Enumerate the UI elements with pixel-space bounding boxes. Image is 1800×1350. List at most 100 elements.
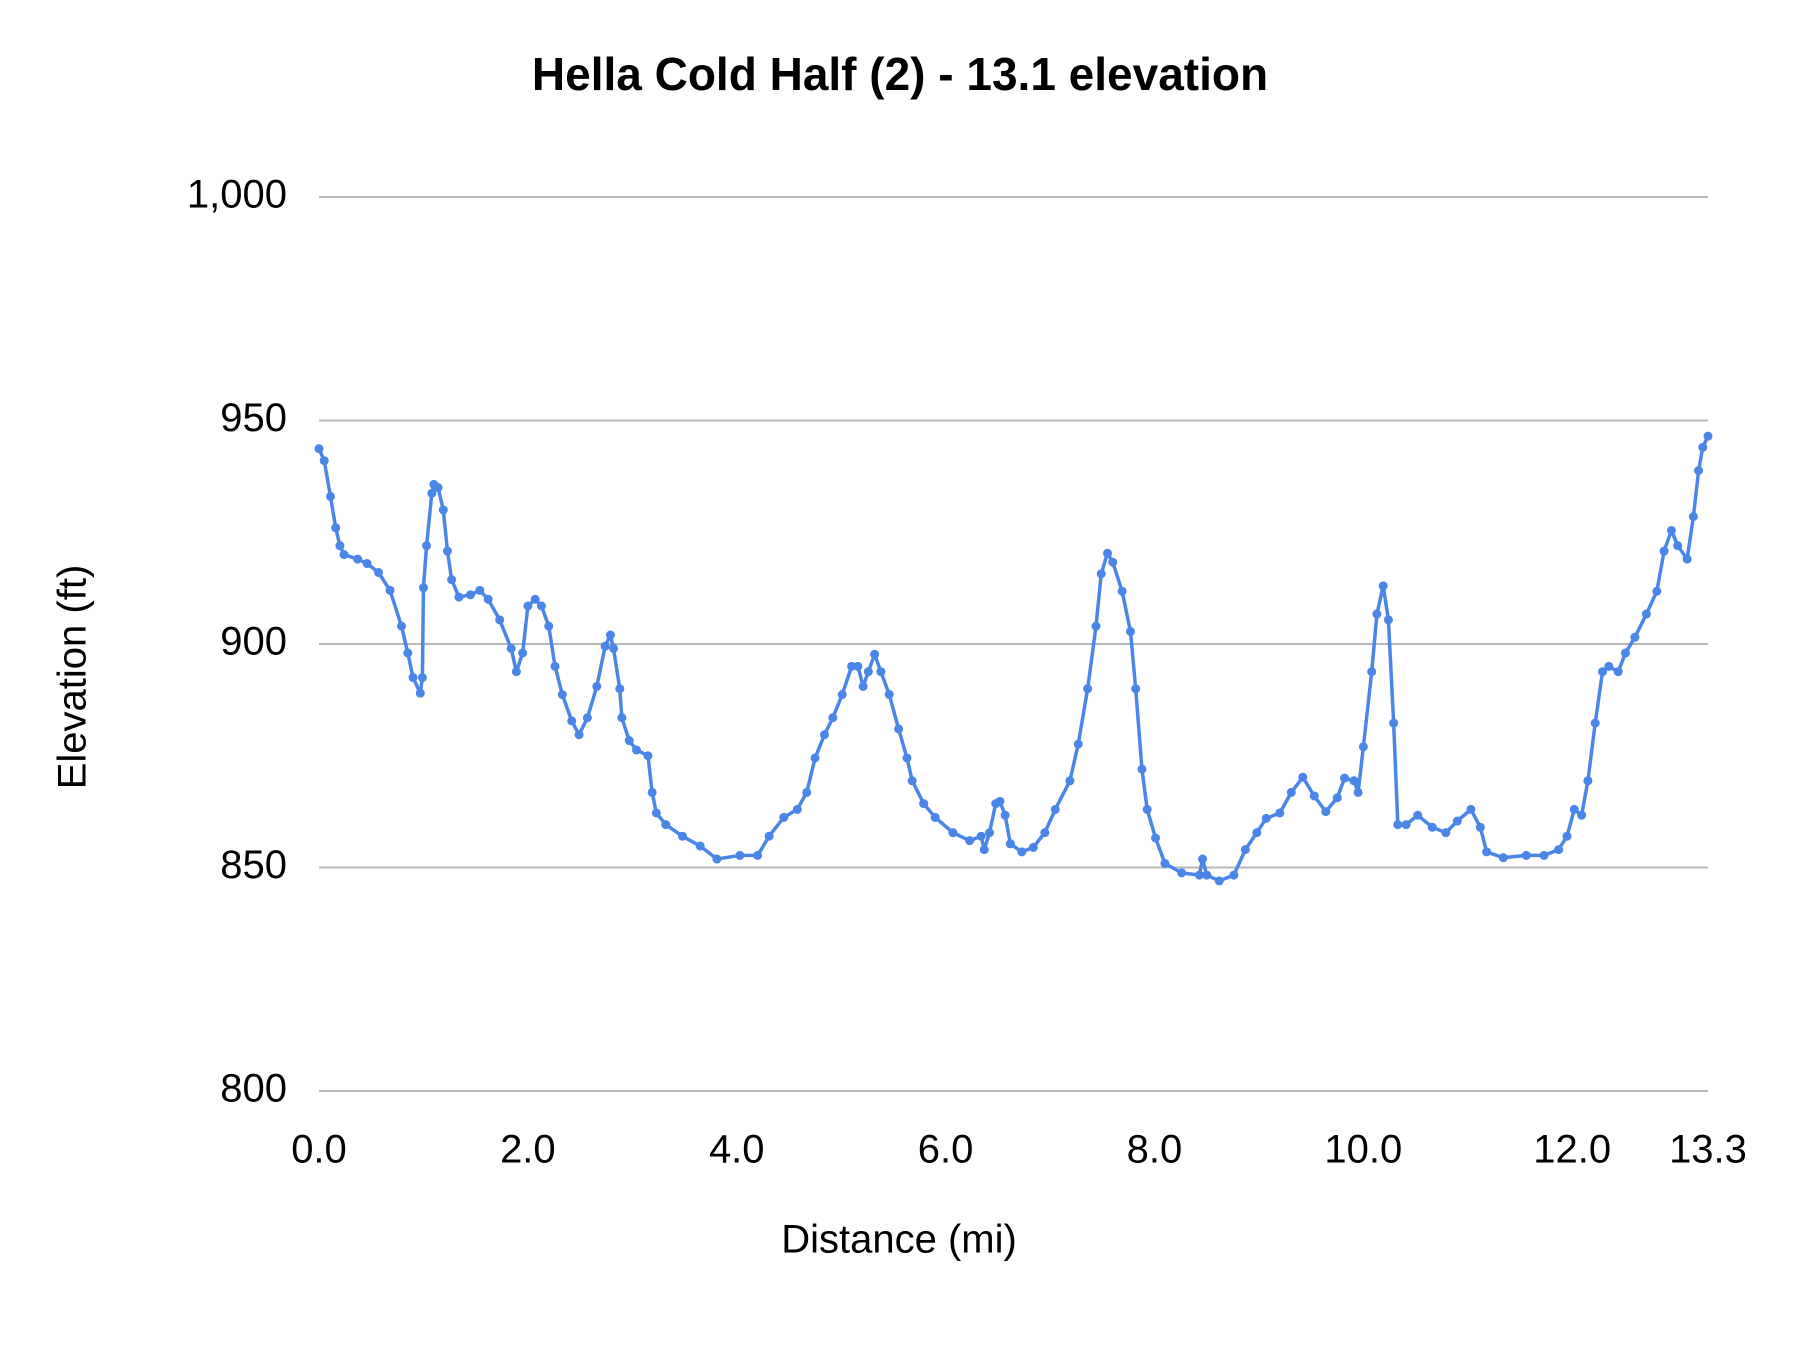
- point: [1521, 850, 1531, 860]
- point: [1598, 667, 1608, 677]
- point: [1466, 804, 1476, 814]
- point: [828, 713, 838, 723]
- x-axis-title: Distance (mi): [781, 1218, 1017, 1262]
- point: [1694, 466, 1704, 476]
- point: [1353, 787, 1363, 797]
- point: [965, 836, 975, 846]
- x-tick-label: 8.0: [1127, 1128, 1183, 1172]
- point: [1005, 839, 1015, 849]
- point: [792, 804, 802, 814]
- point: [339, 550, 349, 560]
- point: [802, 787, 812, 797]
- point: [1698, 442, 1708, 452]
- point: [1102, 548, 1112, 558]
- x-tick-label: 2.0: [500, 1128, 556, 1172]
- point: [1577, 810, 1587, 820]
- point: [483, 594, 493, 604]
- line: [317, 435, 1710, 883]
- point: [1321, 807, 1331, 817]
- point: [362, 559, 372, 569]
- point: [894, 724, 904, 734]
- x-tick-label: 0.0: [291, 1128, 347, 1172]
- point: [1160, 858, 1170, 868]
- point: [1177, 868, 1187, 878]
- point: [385, 585, 395, 595]
- point: [1620, 648, 1630, 658]
- point: [1378, 581, 1388, 591]
- point: [876, 667, 886, 677]
- x-tick-label: 13.3: [1669, 1128, 1747, 1172]
- point: [1372, 609, 1382, 619]
- x-tick-label: 6.0: [918, 1128, 974, 1172]
- point: [1252, 828, 1262, 838]
- point: [319, 456, 329, 466]
- point: [314, 444, 324, 454]
- point: [1142, 804, 1152, 814]
- point: [1482, 847, 1492, 857]
- point: [863, 667, 873, 677]
- point: [661, 820, 671, 830]
- point: [1083, 684, 1093, 694]
- point: [631, 745, 641, 755]
- point: [1475, 822, 1485, 832]
- point: [1604, 661, 1614, 671]
- point: [1641, 609, 1651, 619]
- y-tick-label: 800: [220, 1067, 287, 1111]
- point: [1498, 853, 1508, 863]
- point: [422, 541, 432, 551]
- point: [1389, 718, 1399, 728]
- point: [1539, 850, 1549, 860]
- point: [536, 601, 546, 611]
- point: [907, 776, 917, 786]
- point: [1441, 828, 1451, 838]
- point: [810, 753, 820, 763]
- point: [1613, 667, 1623, 677]
- point: [837, 690, 847, 700]
- point: [325, 491, 335, 501]
- point: [948, 828, 958, 838]
- point: [475, 585, 485, 595]
- point: [523, 601, 533, 611]
- x-tick-label: 12.0: [1533, 1128, 1611, 1172]
- point: [331, 523, 341, 533]
- point: [1091, 621, 1101, 631]
- point: [1452, 816, 1462, 826]
- point: [1131, 684, 1141, 694]
- point: [764, 831, 774, 841]
- point: [984, 828, 994, 838]
- point: [677, 831, 687, 841]
- point: [1000, 810, 1010, 820]
- point: [495, 615, 505, 625]
- point: [427, 488, 437, 498]
- point: [1427, 822, 1437, 832]
- point: [1040, 828, 1050, 838]
- point: [1151, 833, 1161, 843]
- point: [617, 713, 627, 723]
- point: [454, 592, 464, 602]
- point: [1367, 667, 1377, 677]
- point: [615, 684, 625, 694]
- x-tick-label: 10.0: [1324, 1128, 1402, 1172]
- point: [1682, 554, 1692, 564]
- point: [1401, 820, 1411, 830]
- point: [605, 630, 615, 640]
- y-tick-label: 950: [220, 396, 287, 440]
- point: [574, 730, 584, 740]
- chart-title: Hella Cold Half (2) - 13.1 elevation: [532, 48, 1268, 100]
- point: [624, 736, 634, 746]
- point: [506, 643, 516, 653]
- point: [1562, 831, 1572, 841]
- y-tick-label: 900: [220, 620, 287, 664]
- point: [1028, 842, 1038, 852]
- y-tick-label: 1,000: [187, 173, 287, 217]
- point: [847, 661, 857, 671]
- point: [976, 831, 986, 841]
- point: [1017, 847, 1027, 857]
- point: [1261, 813, 1271, 823]
- point: [1309, 791, 1319, 801]
- point: [853, 661, 863, 671]
- point: [884, 690, 894, 700]
- point: [1202, 870, 1212, 880]
- point: [600, 641, 610, 651]
- point: [647, 787, 657, 797]
